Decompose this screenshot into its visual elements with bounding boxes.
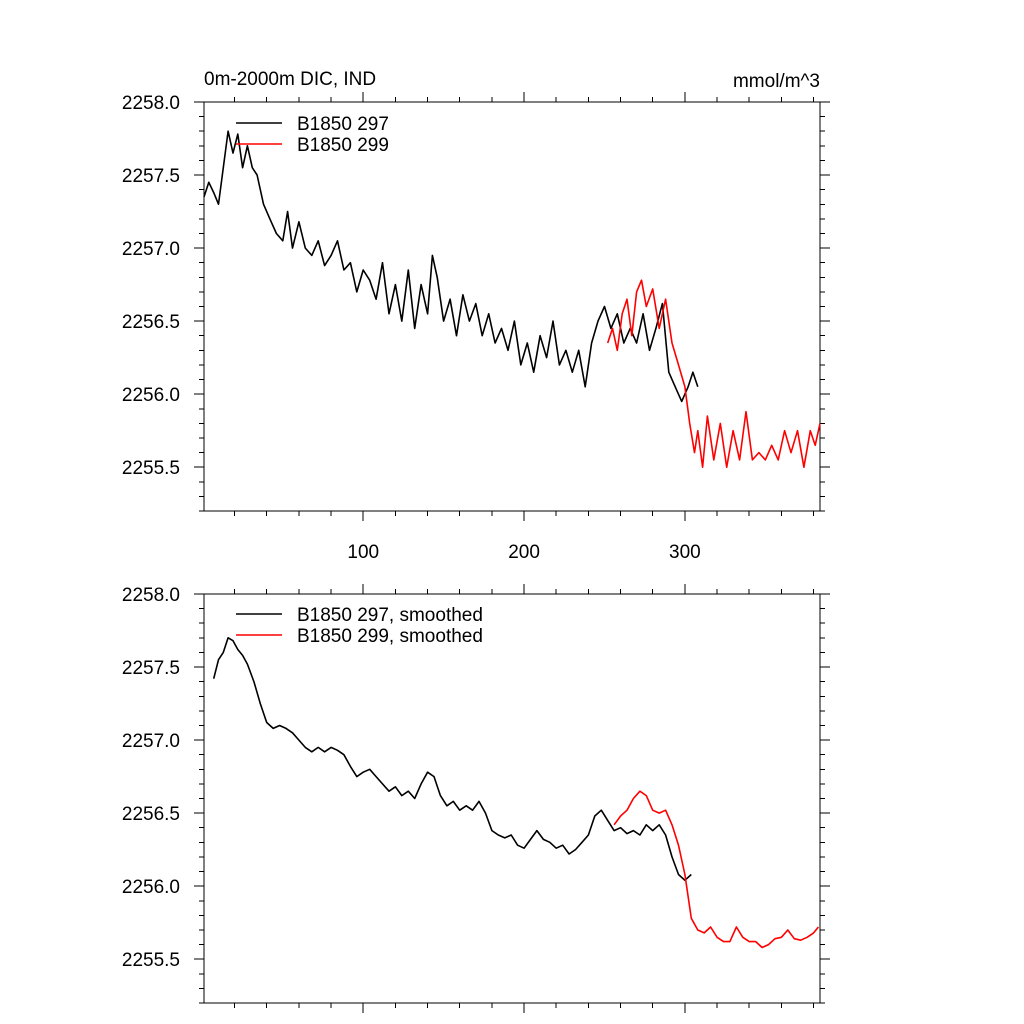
plot-frame xyxy=(203,101,821,512)
x-tick-label: 100 xyxy=(347,542,379,563)
y-tick-label: 2256.5 xyxy=(122,312,180,333)
y-tick-label: 2257.5 xyxy=(122,658,180,679)
axis-ticks xyxy=(194,584,830,1013)
y-tick-label: 2255.5 xyxy=(122,458,180,479)
y-tick-label: 2257.0 xyxy=(122,731,180,752)
top-panel: 0m-2000m DIC, IND mmol/m^3 2255.52256.02… xyxy=(122,69,830,563)
y-tick-labels: 2255.5 2256.0 2256.5 2257.0 2257.5 2258.0 xyxy=(122,93,180,479)
x-tick-labels: 100 200 300 xyxy=(347,542,700,563)
chart-title: 0m-2000m DIC, IND xyxy=(204,69,376,90)
y-tick-label: 2255.5 xyxy=(122,950,180,971)
series-lines xyxy=(203,130,821,469)
series-line-b1850-297-smoothed xyxy=(212,636,692,882)
x-tick-label: 300 xyxy=(669,542,701,563)
x-tick-label: 200 xyxy=(508,542,540,563)
y-tick-label: 2256.0 xyxy=(122,877,180,898)
y-tick-label: 2256.5 xyxy=(122,804,180,825)
y-tick-label: 2257.0 xyxy=(122,239,180,260)
legend-label-b1850-297: B1850 297 xyxy=(297,114,389,135)
legend-label-b1850-299: B1850 299 xyxy=(297,135,389,156)
series-lines xyxy=(212,636,820,949)
axis-ticks xyxy=(194,92,830,521)
legend: B1850 297, smoothed B1850 299, smoothed xyxy=(236,605,483,647)
bottom-panel: 2255.5 2256.0 2256.5 2257.0 2257.5 2258.0 B18… xyxy=(122,584,830,1013)
legend-label-b1850-297-smoothed: B1850 297, smoothed xyxy=(297,605,483,626)
series-line-b1850-299 xyxy=(606,279,821,469)
y-tick-label: 2257.5 xyxy=(122,166,180,187)
series-line-b1850-297 xyxy=(203,130,699,403)
units-label: mmol/m^3 xyxy=(733,71,820,92)
series-line-b1850-299-smoothed xyxy=(613,790,820,949)
y-tick-label: 2258.0 xyxy=(122,93,180,114)
y-tick-labels: 2255.5 2256.0 2256.5 2257.0 2257.5 2258.0 xyxy=(122,585,180,971)
y-tick-label: 2258.0 xyxy=(122,585,180,606)
legend: B1850 297 B1850 299 xyxy=(236,114,389,156)
y-tick-label: 2256.0 xyxy=(122,385,180,406)
legend-label-b1850-299-smoothed: B1850 299, smoothed xyxy=(297,626,483,647)
